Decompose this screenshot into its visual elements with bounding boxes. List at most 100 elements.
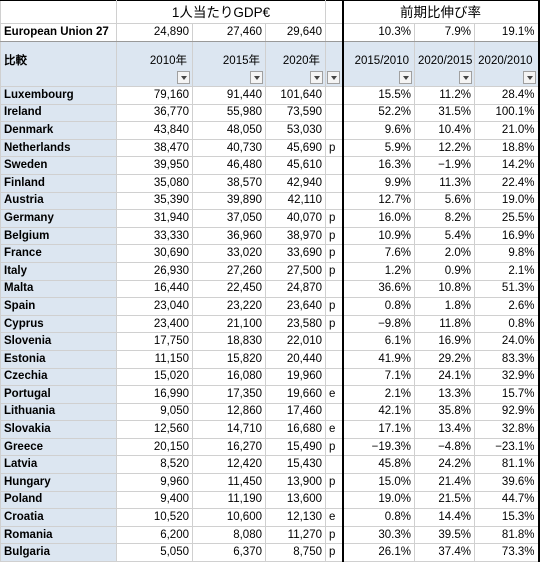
cell: 22.4% bbox=[473, 173, 540, 193]
cell: Finland bbox=[0, 173, 117, 193]
header-row: 比較 2010年 2015年 2020年 2015/2010 2020/2015 2020/… bbox=[0, 41, 540, 87]
cell: 31,940 bbox=[116, 209, 193, 228]
filter-button[interactable] bbox=[459, 71, 472, 84]
cell: 36,770 bbox=[116, 103, 193, 123]
cell: 39.6% bbox=[473, 473, 540, 492]
cell: 13,600 bbox=[265, 490, 326, 510]
data-row: Sweden 39,950 46,480 45,610 16.3% −1.9% 14.2% bbox=[0, 156, 540, 175]
cell: Italy bbox=[0, 261, 117, 281]
cell: p bbox=[325, 437, 343, 457]
cell: 0.8% bbox=[473, 314, 540, 334]
cell: 44.7% bbox=[473, 490, 540, 510]
cell: 19.0% bbox=[341, 490, 415, 510]
data-row: Portugal 16,990 17,350 19,660 e 2.1% 13.3% 15.7… bbox=[0, 385, 540, 404]
cell: 36,960 bbox=[192, 226, 266, 246]
cell: 22,450 bbox=[192, 279, 266, 299]
cell: Belgium bbox=[0, 226, 117, 246]
cell: 81.1% bbox=[473, 455, 540, 475]
data-row: Netherlands 38,470 40,730 45,690 p 5.9% 12.2% 1… bbox=[0, 138, 540, 158]
cell: 23,580 bbox=[265, 314, 326, 334]
filter-button[interactable] bbox=[522, 71, 536, 84]
cell: p bbox=[325, 297, 343, 316]
data-row: European Union 27 24,890 27,460 29,640 10.3%… bbox=[0, 23, 540, 42]
cell: Latvia bbox=[0, 455, 117, 475]
cell: 16.9% bbox=[473, 226, 540, 246]
data-row: Czechia 15,020 16,080 19,960 7.1% 24.1% 32.9% bbox=[0, 367, 540, 387]
cell: 7.6% bbox=[341, 244, 415, 263]
data-row: Italy 26,930 27,260 27,500 p 1.2% 0.9% 2.1% bbox=[0, 261, 540, 281]
data-row: Cyprus 23,400 21,100 23,580 p −9.8% 11.8% 0.8% bbox=[0, 314, 540, 334]
cell: 29,640 bbox=[265, 23, 326, 42]
cell: 14.4% bbox=[414, 508, 475, 527]
filter-button[interactable] bbox=[399, 71, 412, 84]
filter-button[interactable] bbox=[177, 71, 190, 84]
cell: 9.9% bbox=[341, 173, 415, 193]
cell: 10.8% bbox=[414, 279, 475, 299]
cell: 33,690 bbox=[265, 244, 326, 263]
cell: Croatia bbox=[0, 508, 117, 527]
cell: 15.5% bbox=[341, 86, 415, 105]
data-row: Slovenia 17,750 18,830 22,010 6.1% 16.9% 24.0% bbox=[0, 332, 540, 351]
cell: Portugal bbox=[0, 385, 117, 404]
cell: 16.9% bbox=[414, 332, 475, 351]
cell: Malta bbox=[0, 279, 117, 299]
cell: 11.3% bbox=[414, 173, 475, 193]
cell: 11,450 bbox=[192, 473, 266, 492]
data-row: Poland 9,400 11,190 13,600 19.0% 21.5% 44.7% bbox=[0, 490, 540, 510]
cell bbox=[325, 279, 343, 299]
column-header: 2020/2015 bbox=[414, 41, 475, 87]
filter-button[interactable] bbox=[326, 71, 340, 84]
cell: Cyprus bbox=[0, 314, 117, 334]
data-row: Finland 35,080 38,570 42,940 9.9% 11.3% 22.4% bbox=[0, 173, 540, 193]
filter-button[interactable] bbox=[310, 71, 323, 84]
cell: p bbox=[325, 261, 343, 281]
cell: 18.8% bbox=[473, 138, 540, 158]
cell: 31.5% bbox=[414, 103, 475, 123]
cell: 17.1% bbox=[341, 420, 415, 439]
cell: −19.3% bbox=[341, 437, 415, 457]
cell: Slovakia bbox=[0, 420, 117, 439]
cell bbox=[325, 332, 343, 351]
header-text: 2020/2010 bbox=[478, 54, 533, 67]
cell bbox=[325, 191, 343, 211]
cell: 7.9% bbox=[414, 23, 475, 42]
cell: Poland bbox=[0, 490, 117, 510]
cell: 15.3% bbox=[473, 508, 540, 527]
cell: 14,710 bbox=[192, 420, 266, 439]
cell: 21.0% bbox=[473, 121, 540, 140]
cell: 11,190 bbox=[192, 490, 266, 510]
cell: 8,080 bbox=[192, 525, 266, 545]
cell: 19,660 bbox=[265, 385, 326, 404]
cell: e bbox=[325, 420, 343, 439]
cell: 13.4% bbox=[414, 420, 475, 439]
cell: p bbox=[325, 138, 343, 158]
cell: 45.8% bbox=[341, 455, 415, 475]
cell: 25.5% bbox=[473, 209, 540, 228]
cell: Bulgaria bbox=[0, 543, 117, 563]
cell: 5.6% bbox=[414, 191, 475, 211]
cell: 12.2% bbox=[414, 138, 475, 158]
cell: 35,080 bbox=[116, 173, 193, 193]
cell: Romania bbox=[0, 525, 117, 545]
data-row: Malta 16,440 22,450 24,870 36.6% 10.8% 51.3% bbox=[0, 279, 540, 299]
cell: 16,080 bbox=[192, 367, 266, 387]
cell: 81.8% bbox=[473, 525, 540, 545]
cell: 51.3% bbox=[473, 279, 540, 299]
cell: 2.1% bbox=[341, 385, 415, 404]
cell: 11.8% bbox=[414, 314, 475, 334]
cell bbox=[0, 0, 117, 24]
cell: 38,470 bbox=[116, 138, 193, 158]
cell: 38,970 bbox=[265, 226, 326, 246]
data-row: Romania 6,200 8,080 11,270 p 30.3% 39.5% 81.8% bbox=[0, 525, 540, 545]
cell: 20,150 bbox=[116, 437, 193, 457]
filter-button[interactable] bbox=[250, 71, 263, 84]
cell: 20,440 bbox=[265, 349, 326, 369]
header-text: 2015年 bbox=[222, 54, 260, 67]
cell: 18,830 bbox=[192, 332, 266, 351]
data-row: Austria 35,390 39,890 42,110 12.7% 5.6% 19.0% bbox=[0, 191, 540, 211]
cell bbox=[325, 86, 343, 105]
cell: 32.8% bbox=[473, 420, 540, 439]
cell: 16,440 bbox=[116, 279, 193, 299]
